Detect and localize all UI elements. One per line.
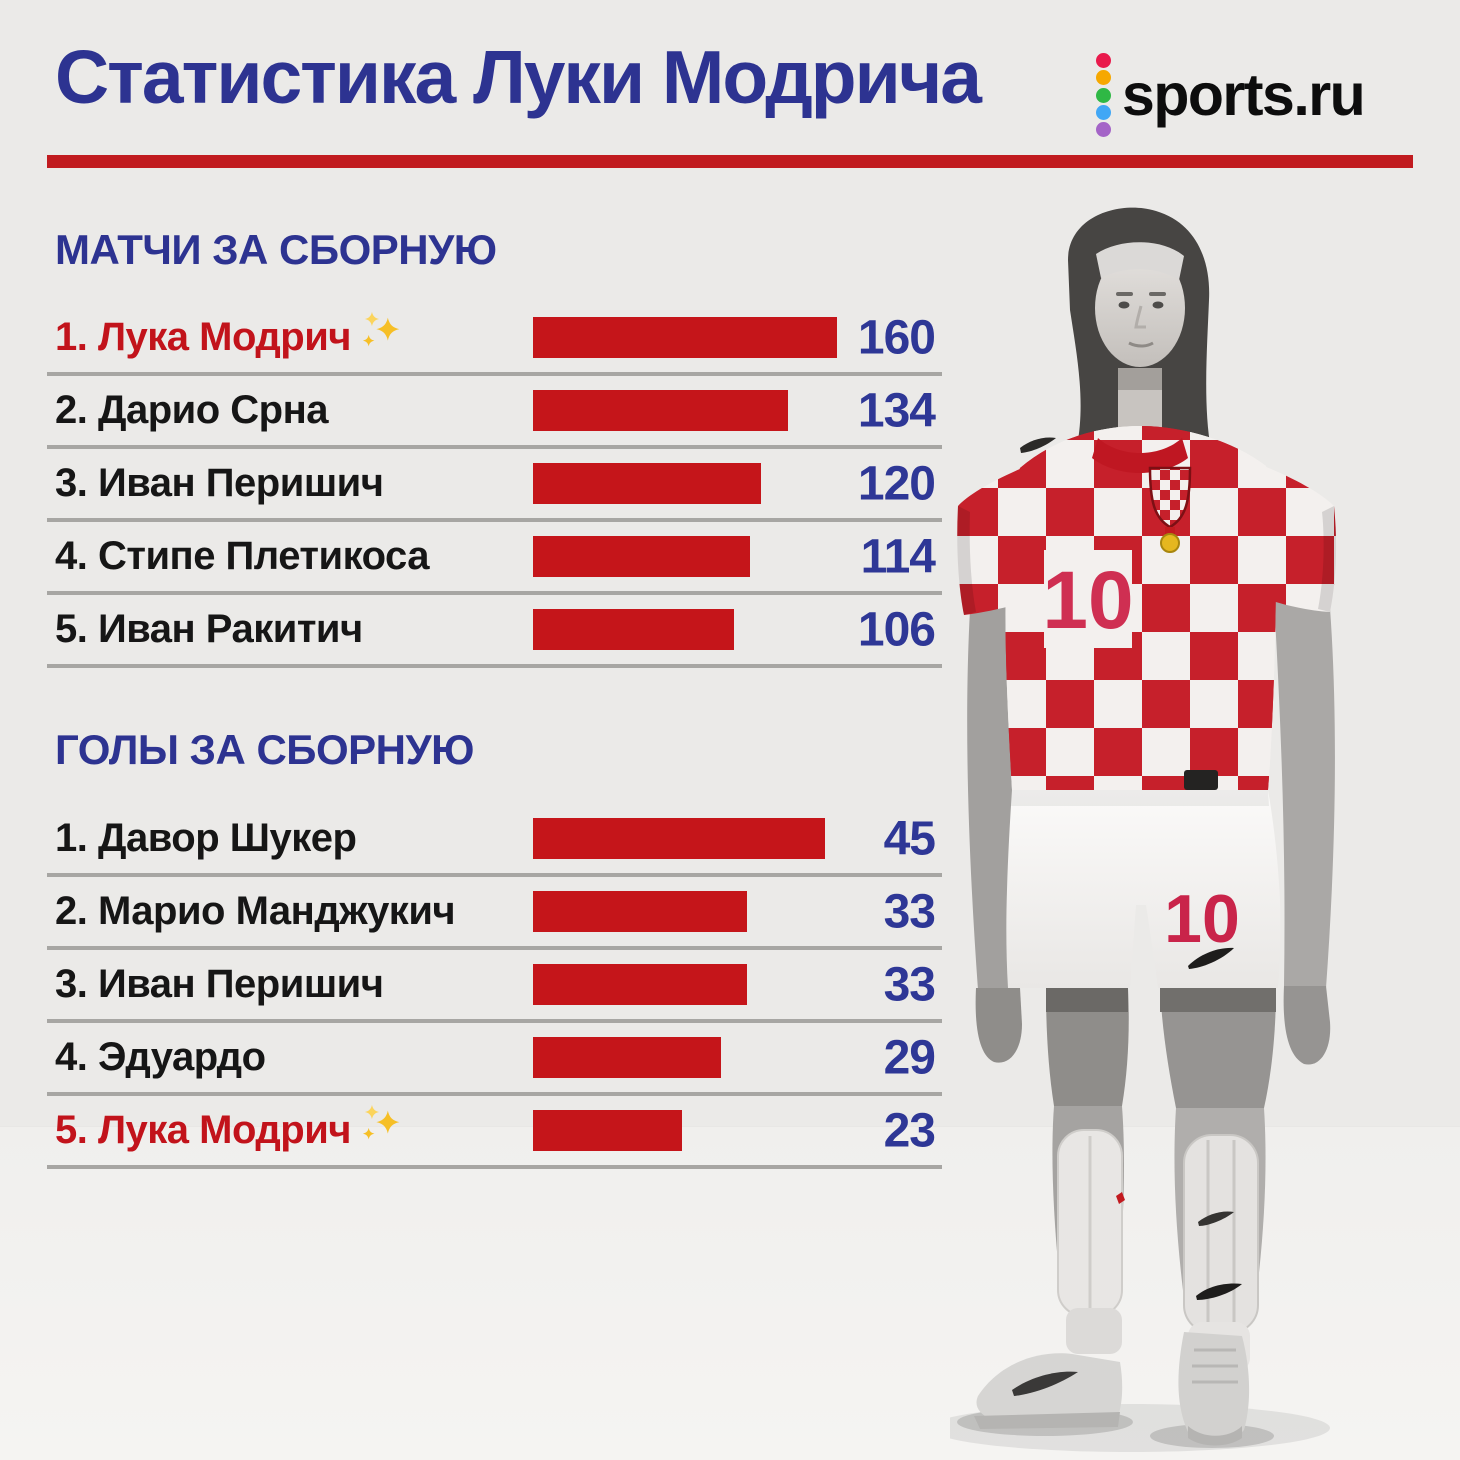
logo-dot-icon xyxy=(1096,104,1111,120)
logo-text: sports.ru xyxy=(1122,62,1366,128)
bar-value: 160 xyxy=(857,311,936,364)
nike-swoosh-pad-icon xyxy=(1198,1211,1234,1226)
player-label: 3. Иван Перишич xyxy=(55,461,384,505)
bar xyxy=(533,964,747,1005)
calf-logo-red xyxy=(1116,1192,1125,1204)
shorts-waist-shade xyxy=(1011,790,1269,806)
page-title: Статистика Луки Модрича xyxy=(55,35,982,119)
sparkle-wrapper xyxy=(361,311,407,365)
bar xyxy=(533,317,837,358)
table-row: 3. Иван Перишич 33 xyxy=(47,950,942,1023)
bar-value: 33 xyxy=(883,958,936,1011)
section-title-matches: МАТЧИ ЗА СБОРНУЮ xyxy=(55,226,497,273)
sparkle-wrapper xyxy=(361,1104,407,1158)
table-row: 5. Иван Ракитич 106 xyxy=(47,595,942,668)
matches-chart: 1. Лука Модрич 160 2. Дарио Срна 134 3. Иван… xyxy=(47,303,942,668)
bar-value: 23 xyxy=(883,1104,936,1157)
bar xyxy=(533,1037,721,1078)
player-label: 5. Иван Ракитич xyxy=(55,607,363,651)
bar-value: 134 xyxy=(857,384,936,437)
player-label: 1. Давор Шукер xyxy=(55,816,357,860)
player-label: 1. Лука Модрич xyxy=(47,311,407,365)
chest-number-square xyxy=(1044,550,1132,648)
sportsru-logo: sports.ru xyxy=(1096,50,1366,140)
bar-value: 120 xyxy=(857,457,936,510)
knees xyxy=(1046,988,1276,1108)
table-row: 4. Эдуардо 29 xyxy=(47,1023,942,1096)
sparkles-icon xyxy=(362,311,400,346)
headband xyxy=(1096,242,1184,280)
logo-dot-icon xyxy=(1096,70,1111,86)
player-label: 2. Дарио Срна xyxy=(55,388,329,432)
hns-crest xyxy=(1148,466,1192,553)
header-divider xyxy=(47,155,1413,168)
bar-value: 114 xyxy=(860,530,936,583)
left-hand xyxy=(975,988,1022,1063)
bar xyxy=(533,818,825,859)
table-row: 3. Иван Перишич 120 xyxy=(47,449,942,522)
player-label: 2. Марио Манджукич xyxy=(55,889,456,933)
goals-chart: 1. Давор Шукер 45 2. Марио Манджукич 33 3. И… xyxy=(47,804,942,1169)
right-hand xyxy=(1283,986,1331,1065)
bar xyxy=(533,536,750,577)
section-title-goals: ГОЛЫ ЗА СБОРНУЮ xyxy=(55,726,474,773)
logo-dot-icon xyxy=(1096,122,1111,137)
logo-dot-icon xyxy=(1096,87,1111,103)
bar-value: 33 xyxy=(883,885,936,938)
shorts xyxy=(1006,790,1281,988)
logo-dots-icon xyxy=(1096,53,1111,137)
face-features xyxy=(1116,292,1166,348)
shin-guards xyxy=(1057,1129,1259,1334)
jersey-sleeves xyxy=(957,466,1337,615)
neck-shadow xyxy=(1118,368,1162,390)
bar xyxy=(533,1110,682,1151)
sparkles-icon xyxy=(362,1104,400,1139)
bar xyxy=(533,390,788,431)
collar xyxy=(1092,438,1188,473)
bar-value: 45 xyxy=(883,812,936,865)
player-label: 4. Стипе Плетикоса xyxy=(55,534,429,578)
bar xyxy=(533,609,734,650)
nike-swoosh-pad2-icon xyxy=(1196,1283,1242,1300)
jersey-number: 10 xyxy=(1042,555,1133,646)
player-photo: 10 10 xyxy=(950,207,1337,1452)
table-row: 1. Давор Шукер 45 xyxy=(47,804,942,877)
table-row: 5. Лука Модрич 23 xyxy=(47,1096,942,1169)
bar xyxy=(533,463,761,504)
table-row: 2. Марио Манджукич 33 xyxy=(47,877,942,950)
bar-value: 106 xyxy=(857,603,936,656)
bar xyxy=(533,891,747,932)
player-label: 4. Эдуардо xyxy=(55,1035,266,1079)
logo-dot-icon xyxy=(1096,53,1111,68)
table-row: 2. Дарио Срна 134 xyxy=(47,376,942,449)
jersey-hem-tag xyxy=(1184,770,1218,790)
player-label: 3. Иван Перишич xyxy=(55,962,384,1006)
nike-swoosh-boot-icon xyxy=(1012,1371,1078,1396)
shorts-number: 10 xyxy=(1164,881,1240,957)
nike-swoosh-shorts-icon xyxy=(1188,947,1234,969)
boots xyxy=(974,1332,1250,1446)
table-row: 1. Лука Модрич 160 xyxy=(47,303,942,376)
player-label: 5. Лука Модрич xyxy=(47,1104,407,1158)
bar-value: 29 xyxy=(883,1031,936,1084)
table-row: 4. Стипе Плетикоса 114 xyxy=(47,522,942,595)
nike-swoosh-jersey-icon xyxy=(1020,437,1056,453)
